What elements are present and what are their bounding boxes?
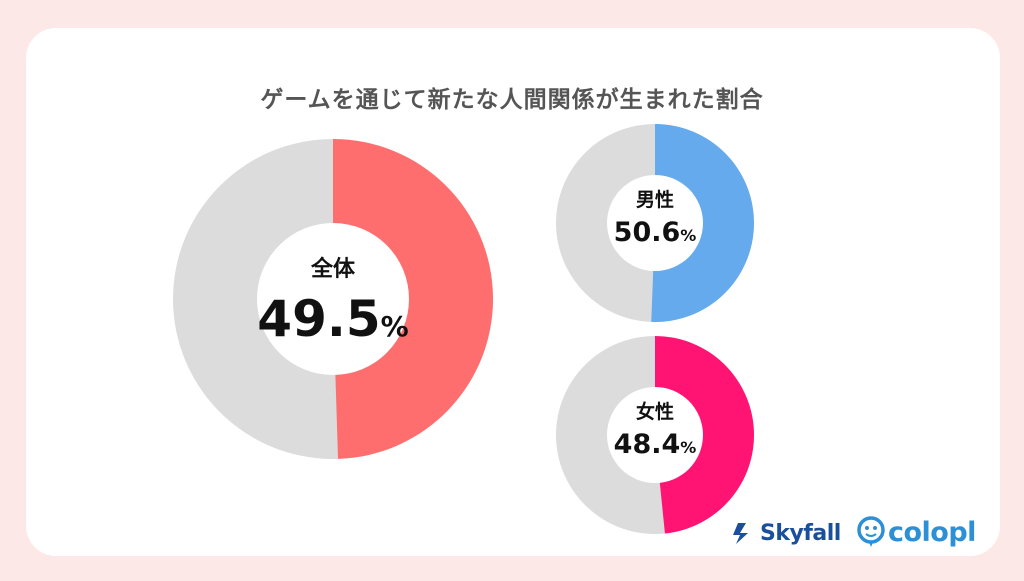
chart-title: ゲームを通じて新たな人間関係が生まれた割合: [260, 87, 764, 113]
donut-female: 女性 48.4%: [556, 336, 754, 534]
donut-female-value: 48.4%: [614, 429, 697, 460]
donut-overall-hole: [257, 223, 409, 375]
donut-overall-label: 全体: [310, 256, 356, 282]
skyfall-mark-icon: [733, 523, 748, 544]
donut-overall-value: 49.5%: [257, 290, 408, 348]
donut-female-hole: [607, 387, 703, 483]
donut-female-label: 女性: [636, 400, 674, 423]
colopl-logo: colopl: [856, 515, 976, 549]
donut-overall: 全体 49.5%: [173, 139, 493, 459]
donut-male: 男性 50.6%: [556, 124, 755, 322]
colopl-logo-text: colopl: [888, 516, 976, 548]
skyfall-logo-text: Skyfall: [760, 520, 841, 546]
donut-female-slice: [655, 336, 754, 534]
donut-male-value: 50.6%: [614, 217, 697, 248]
donut-male-label: 男性: [636, 188, 674, 211]
skyfall-logo: Skyfall: [730, 520, 841, 546]
colopl-mascot-icon: [857, 516, 885, 547]
donut-overall-slice: [333, 139, 493, 459]
donut-male-hole: [607, 175, 703, 271]
